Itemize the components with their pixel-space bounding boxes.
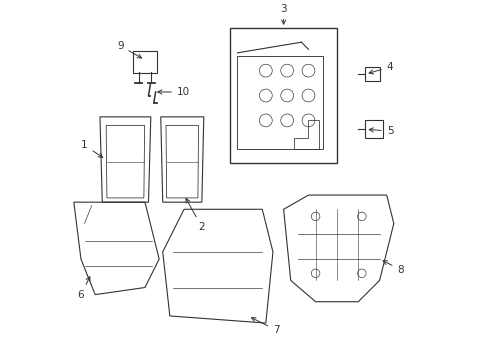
Text: 3: 3 bbox=[280, 4, 286, 24]
Text: 9: 9 bbox=[117, 41, 142, 58]
Text: 7: 7 bbox=[251, 318, 279, 335]
Text: 6: 6 bbox=[78, 277, 90, 300]
Bar bbox=[230, 28, 336, 163]
Text: 5: 5 bbox=[368, 126, 392, 136]
Text: 8: 8 bbox=[382, 261, 403, 275]
Text: 10: 10 bbox=[158, 87, 190, 97]
Text: 1: 1 bbox=[81, 140, 102, 157]
Text: 2: 2 bbox=[185, 198, 205, 232]
Text: 4: 4 bbox=[368, 62, 392, 74]
